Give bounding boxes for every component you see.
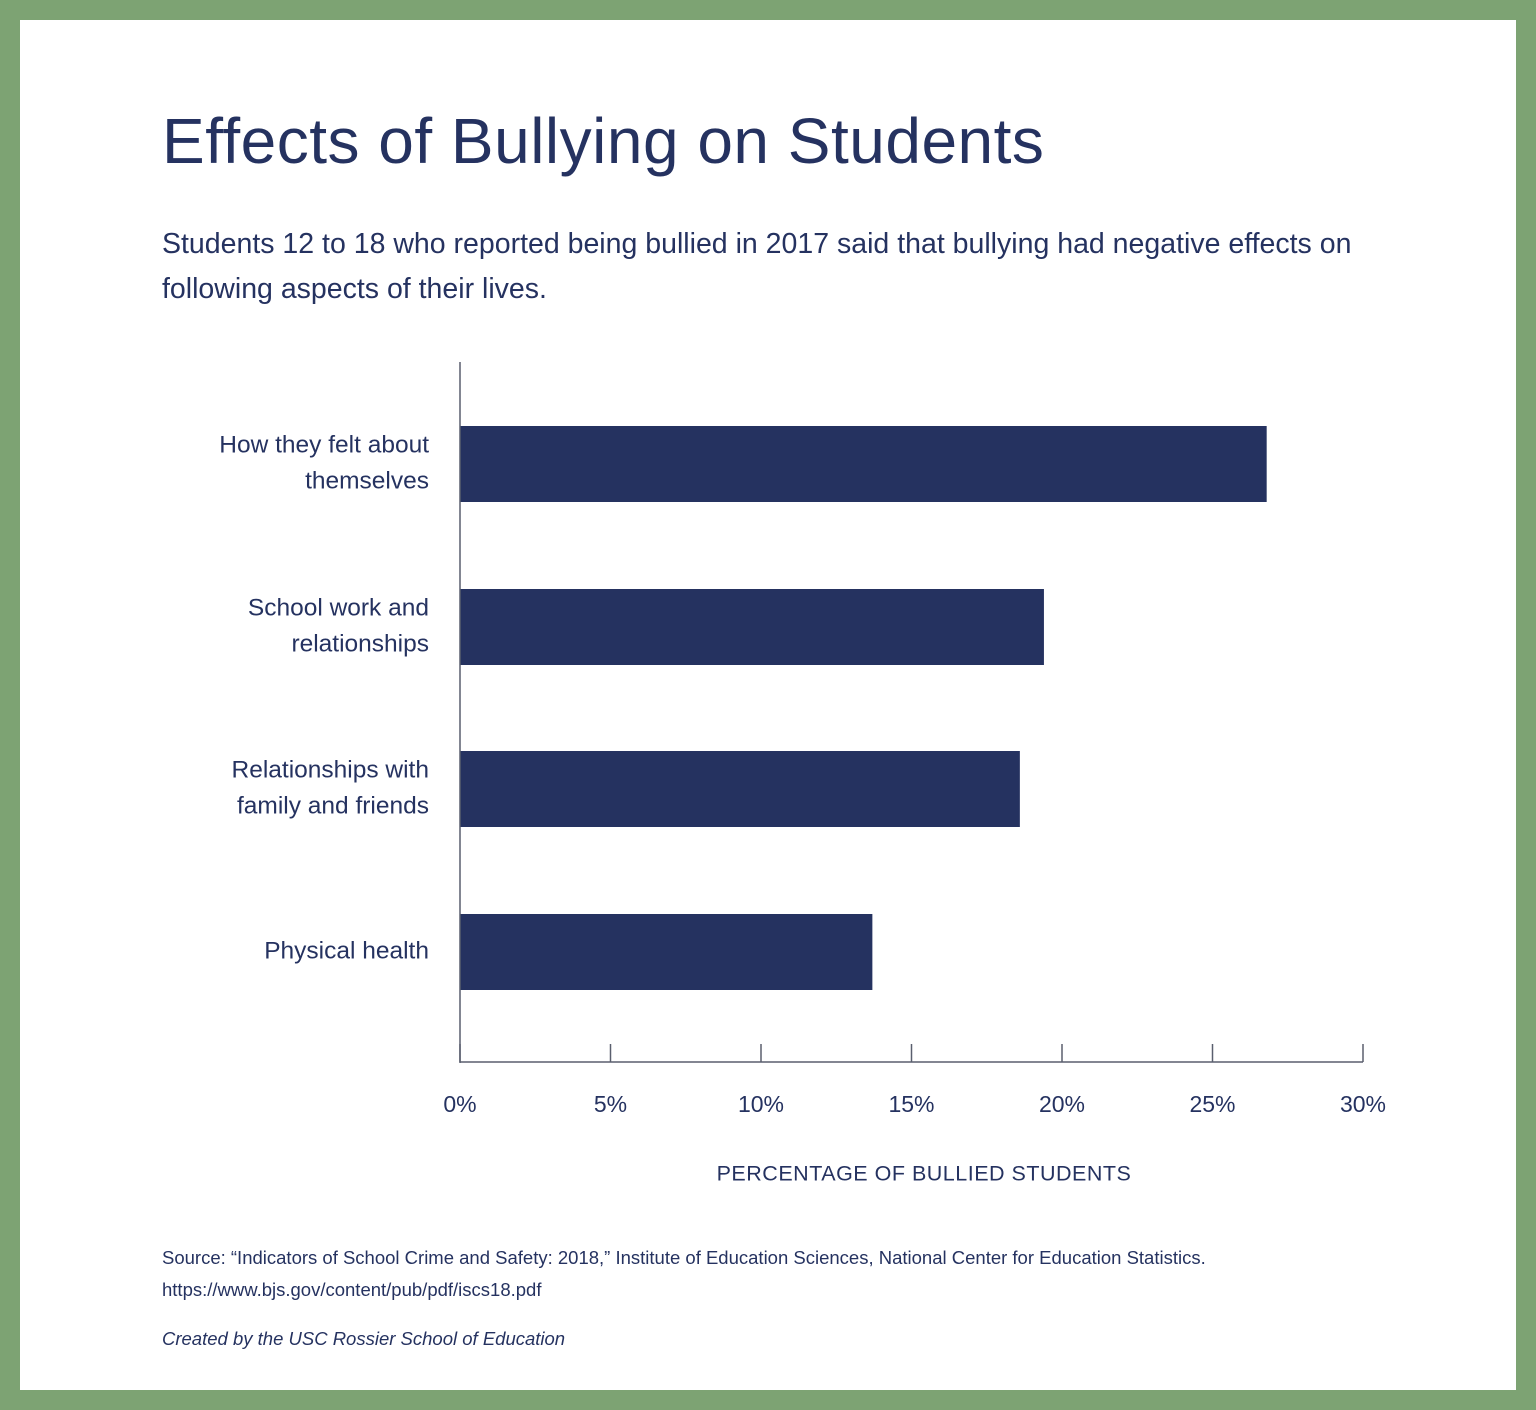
category-label-0-1: themselves [305, 467, 429, 494]
x-tick-label-2: 10% [738, 1091, 784, 1117]
credit-line: Created by the USC Rossier School of Edu… [162, 1328, 566, 1349]
x-tick-label-3: 15% [888, 1091, 934, 1117]
source-url[interactable]: https://www.bjs.gov/content/pub/pdf/iscs… [162, 1279, 542, 1300]
x-axis-title: PERCENTAGE OF BULLIED STUDENTS [717, 1162, 1132, 1186]
category-label-2-0: Relationships with [232, 756, 429, 783]
x-tick-label-5: 25% [1189, 1091, 1235, 1117]
chart-title: Effects of Bullying on Students [162, 105, 1045, 177]
category-label-2-1: family and friends [237, 792, 429, 819]
x-tick-label-6: 30% [1340, 1091, 1386, 1117]
infographic-frame: Effects of Bullying on Students Students… [20, 20, 1516, 1390]
bar-0 [460, 426, 1267, 502]
bar-1 [460, 589, 1044, 665]
category-label-1-1: relationships [291, 630, 429, 657]
chart-subtitle: Students 12 to 18 who reported being bul… [162, 228, 1352, 305]
category-label-0-0: How they felt about [219, 431, 429, 458]
bar-3 [460, 914, 873, 990]
category-label-1-0: School work and [248, 594, 429, 621]
category-label-3-0: Physical health [264, 937, 429, 964]
x-tick-label-1: 5% [594, 1091, 627, 1117]
bar-chart: How they felt about themselves School work… [219, 362, 1386, 1186]
bar-2 [460, 751, 1020, 827]
source-text: Source: “Indicators of School Crime and … [162, 1247, 1206, 1268]
x-tick-label-0: 0% [443, 1091, 476, 1117]
source-citation: Source: “Indicators of School Crime and … [162, 1242, 1462, 1306]
x-tick-label-4: 20% [1039, 1091, 1085, 1117]
